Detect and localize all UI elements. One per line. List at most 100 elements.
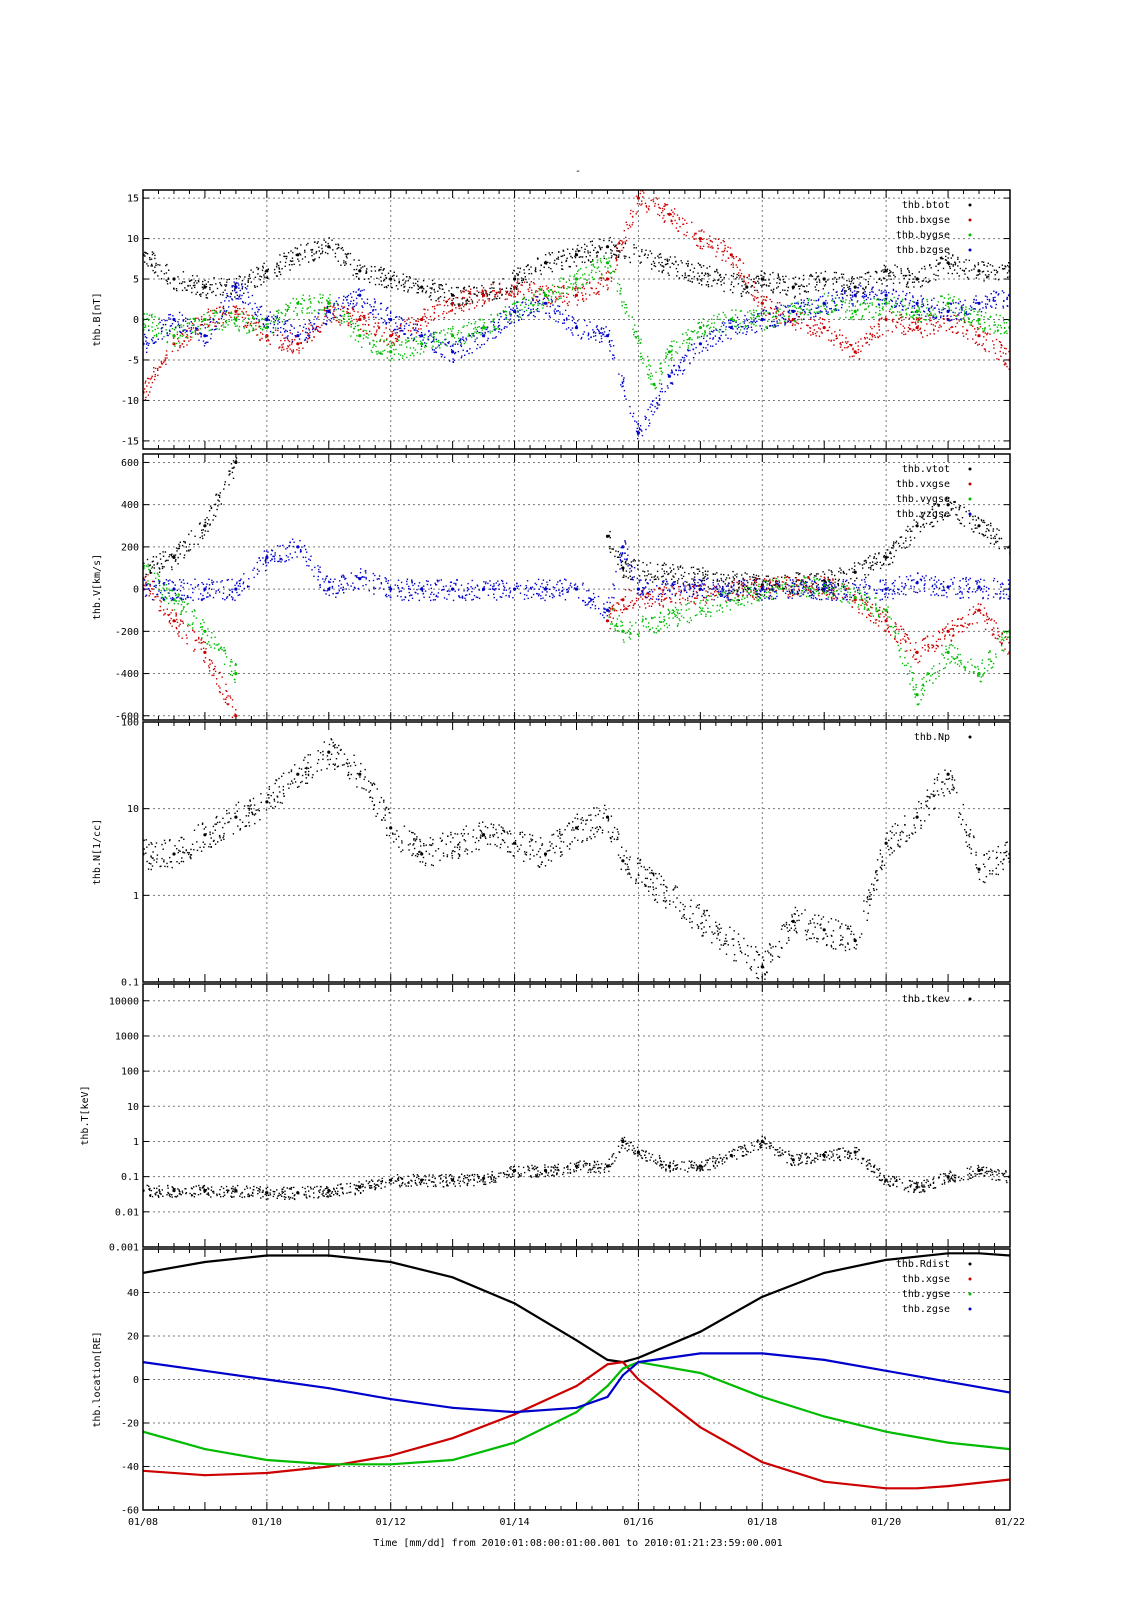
data-point [773, 325, 775, 327]
data-point [658, 382, 661, 385]
data-point [329, 299, 331, 302]
data-point [561, 261, 563, 264]
data-point [387, 284, 389, 287]
data-point [448, 341, 450, 343]
data-point [940, 326, 942, 328]
data-point [685, 262, 688, 265]
data-point [846, 342, 848, 344]
data-point [999, 324, 1002, 327]
data-point [881, 299, 884, 301]
data-point [355, 318, 358, 321]
data-point [154, 316, 156, 318]
data-point [272, 327, 275, 329]
data-point [220, 283, 222, 286]
data-point [742, 290, 744, 293]
data-point [357, 324, 360, 327]
data-point [742, 262, 745, 264]
data-point [662, 265, 664, 267]
data-point [904, 275, 907, 277]
data-point [657, 213, 659, 216]
data-point [386, 338, 388, 340]
data-point [641, 430, 643, 432]
data-point [454, 304, 456, 306]
data-point [881, 317, 883, 319]
data-point [911, 316, 914, 319]
data-point [582, 283, 584, 285]
data-point [496, 313, 499, 315]
data-point [547, 261, 549, 264]
data-point [624, 312, 627, 314]
data-point [882, 309, 884, 311]
data-point [285, 257, 288, 260]
data-point [933, 297, 935, 300]
data-point [900, 272, 903, 274]
data-point [677, 365, 680, 367]
data-point [220, 277, 223, 280]
data-point [900, 300, 902, 303]
data-point [524, 276, 526, 278]
data-point [871, 288, 873, 290]
data-point [834, 310, 836, 312]
data-point [222, 291, 224, 294]
data-point [947, 305, 949, 308]
data-point [687, 347, 689, 349]
data-point [992, 340, 994, 342]
data-point [433, 341, 435, 343]
data-point [221, 313, 224, 316]
data-point [286, 320, 288, 322]
data-point [378, 283, 380, 286]
data-point [313, 260, 315, 262]
data-point [382, 350, 384, 352]
data-point [614, 246, 616, 248]
data-point [982, 343, 984, 345]
data-point [182, 329, 184, 332]
data-point [718, 274, 721, 277]
data-point [793, 297, 796, 299]
data-point [727, 257, 730, 259]
data-point [481, 332, 484, 334]
data-point [692, 331, 695, 333]
data-point [423, 342, 426, 344]
data-point [473, 328, 475, 330]
data-point [446, 300, 448, 302]
data-point [1002, 319, 1005, 322]
data-point [723, 331, 725, 333]
data-point [535, 299, 538, 301]
data-point [697, 272, 699, 274]
data-point [820, 331, 823, 333]
panel-1: -15-10-5051015thb.btotthb.bxgsethb.bygse… [92, 189, 1011, 450]
data-point [327, 311, 329, 313]
data-point [680, 260, 682, 262]
data-point [764, 306, 766, 309]
data-point [906, 314, 908, 316]
data-point [808, 283, 810, 285]
data-point [252, 316, 254, 319]
data-point [254, 313, 256, 315]
data-point [364, 314, 366, 317]
data-point [603, 257, 605, 260]
data-point [458, 304, 460, 307]
data-point [613, 253, 615, 255]
data-point [845, 299, 847, 301]
data-point [402, 355, 404, 357]
data-point [284, 331, 286, 333]
panels: -15-10-5051015thb.btotthb.bxgsethb.bygse… [80, 189, 1025, 1528]
data-point [667, 350, 672, 354]
data-point [429, 334, 431, 337]
data-point [895, 314, 897, 317]
data-point [364, 302, 366, 305]
data-point [343, 318, 346, 320]
data-point [907, 326, 910, 329]
data-point [483, 303, 485, 305]
data-point [553, 285, 556, 288]
data-point [404, 285, 406, 288]
data-point [918, 281, 920, 283]
data-point [363, 334, 365, 336]
data-point [866, 337, 868, 339]
data-point [300, 303, 303, 305]
data-point [160, 328, 163, 330]
data-point [241, 286, 244, 288]
data-point [166, 283, 169, 285]
data-point [468, 333, 470, 335]
data-point [623, 230, 625, 232]
